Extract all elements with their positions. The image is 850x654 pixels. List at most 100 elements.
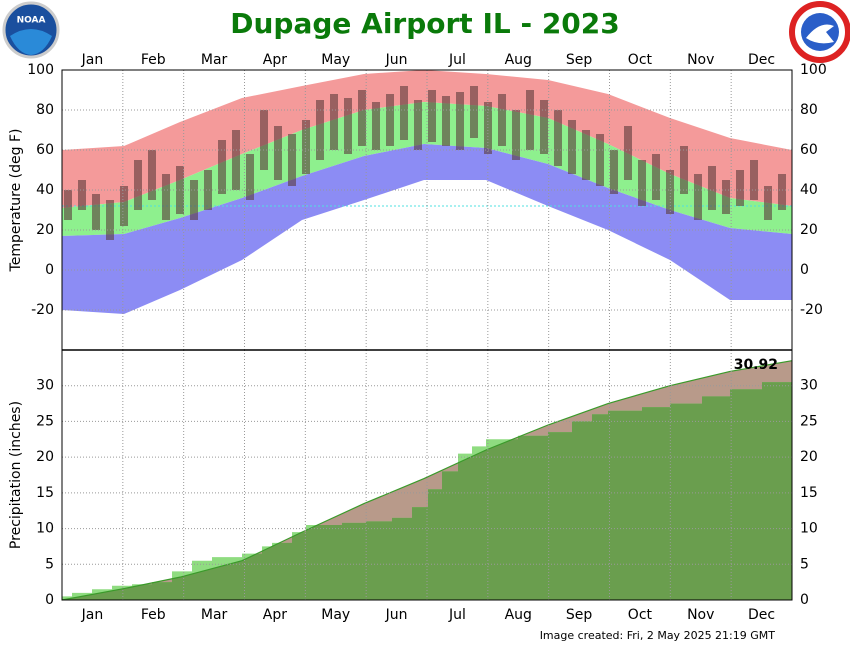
observed-bar <box>218 140 226 194</box>
y-tick-label: 80 <box>800 102 818 118</box>
observed-bar <box>582 130 590 180</box>
x-tick-label: Jul <box>448 52 466 68</box>
y-tick-label: 80 <box>36 102 54 118</box>
x-tick-label: Oct <box>628 607 653 623</box>
logo-text: NOAA <box>17 16 46 26</box>
observed-bar <box>204 170 212 210</box>
observed-bar <box>190 180 198 220</box>
data-label: 30.92 <box>734 357 778 373</box>
observed-bar <box>232 130 240 190</box>
y-tick-label: 0 <box>800 262 809 278</box>
observed-bar <box>624 126 632 180</box>
observed-bar <box>610 150 618 194</box>
x-tick-label: Jun <box>385 607 408 623</box>
x-tick-label: Apr <box>263 607 287 623</box>
x-tick-label: Apr <box>263 52 287 68</box>
observed-bar <box>120 186 128 226</box>
observed-bar <box>78 180 86 210</box>
observed-bar <box>330 94 338 150</box>
x-tick-label: Jan <box>81 52 104 68</box>
observed-bar <box>92 194 100 230</box>
y-tick-label: 20 <box>800 222 818 238</box>
observed-bar <box>344 98 352 154</box>
observed-bar <box>694 174 702 220</box>
observed-bar <box>680 146 688 194</box>
observed-bar <box>722 180 730 214</box>
y-tick-label: 0 <box>45 592 54 608</box>
observed-bar <box>400 86 408 140</box>
observed-bar <box>568 120 576 174</box>
observed-bar <box>764 186 772 220</box>
observed-bar <box>456 92 464 150</box>
observed-bar <box>148 150 156 200</box>
observed-bar <box>498 94 506 146</box>
x-tick-label: Jul <box>448 607 466 623</box>
x-tick-label: Feb <box>141 52 166 68</box>
footer: Image created: Fri, 2 May 2025 21:19 GMT <box>540 629 776 642</box>
y-tick-label: 30 <box>36 378 54 394</box>
x-tick-label: Jun <box>385 52 408 68</box>
y-axis-label: Temperature (deg F) <box>8 129 24 273</box>
x-tick-label: Jan <box>81 607 104 623</box>
nws-logo <box>789 1 850 63</box>
y-tick-label: 0 <box>800 592 809 608</box>
y-tick-label: 20 <box>36 222 54 238</box>
y-tick-label: 100 <box>800 62 827 78</box>
y-tick-label: 5 <box>45 556 54 572</box>
observed-bar <box>162 174 170 220</box>
observed-bar <box>526 90 534 150</box>
y-tick-label: -20 <box>31 302 54 318</box>
band <box>62 70 792 208</box>
observed-bar <box>288 134 296 186</box>
observed-bar <box>246 154 254 200</box>
y-tick-label: 25 <box>36 413 54 429</box>
y-tick-label: 10 <box>800 521 818 537</box>
x-tick-label: Nov <box>687 607 714 623</box>
observed-bar <box>596 134 604 186</box>
observed-bar <box>64 190 72 220</box>
observed-bar <box>442 96 450 146</box>
x-tick-label: Feb <box>141 607 166 623</box>
plot-frame <box>61 69 793 601</box>
observed-bar <box>134 160 142 210</box>
observed-bar <box>708 166 716 210</box>
x-tick-label: Aug <box>505 52 532 68</box>
x-tick-label: Sep <box>566 607 593 623</box>
y-tick-label: 60 <box>36 142 54 158</box>
y-tick-label: 100 <box>27 62 54 78</box>
observed-bar <box>652 154 660 200</box>
observed-bar <box>638 160 646 206</box>
chart-title: Dupage Airport IL - 2023 <box>230 7 620 40</box>
x-tick-label: Aug <box>505 607 532 623</box>
y-tick-label: 15 <box>36 485 54 501</box>
x-tick-label: Mar <box>201 52 228 68</box>
observed-bar <box>666 170 674 214</box>
y-tick-label: 0 <box>45 262 54 278</box>
observed-bar <box>778 174 786 210</box>
observed-bar <box>260 110 268 170</box>
observed-bar <box>540 100 548 154</box>
noaa-logo: NOAA <box>2 1 60 59</box>
observed-bar <box>512 110 520 160</box>
y-tick-label: 30 <box>800 378 818 394</box>
x-tick-label: Sep <box>566 52 593 68</box>
y-tick-label: -20 <box>800 302 823 318</box>
observed-bar <box>358 90 366 146</box>
x-tick-label: Nov <box>687 52 714 68</box>
observed-bar <box>414 100 422 150</box>
observed-bar <box>302 120 310 174</box>
observed-bar <box>106 200 114 240</box>
observed-bar <box>316 100 324 160</box>
y-tick-label: 25 <box>800 413 818 429</box>
x-tick-label: Mar <box>201 607 228 623</box>
observed-bar <box>470 86 478 138</box>
observed-bar <box>554 110 562 166</box>
x-tick-label: May <box>321 607 350 623</box>
normal-line <box>61 360 793 601</box>
x-tick-label: Dec <box>748 52 775 68</box>
y-tick-label: 15 <box>800 485 818 501</box>
y-tick-label: 5 <box>800 556 809 572</box>
observed-bar <box>736 170 744 206</box>
observed-bar <box>274 126 282 180</box>
